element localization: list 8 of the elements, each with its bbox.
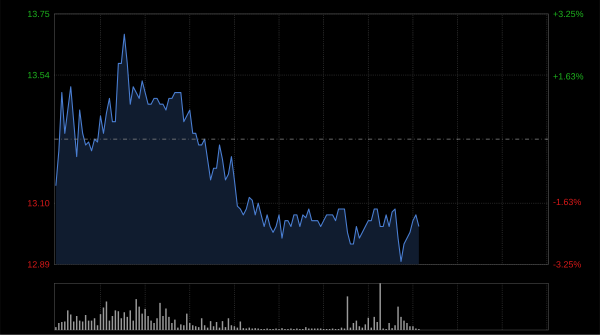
y2-tick-label: -3.25% — [553, 261, 582, 268]
y2-tick-label: +1.63% — [553, 73, 584, 80]
y-tick-label: 13.54 — [28, 72, 50, 78]
y-tick-label: 12.89 — [28, 261, 50, 268]
y-tick-label: 13.10 — [28, 200, 50, 206]
y2-tick-label: +3.25% — [553, 10, 584, 18]
y-tick-label: 13.75 — [28, 10, 50, 18]
y2-tick-label: -1.63% — [553, 198, 582, 206]
